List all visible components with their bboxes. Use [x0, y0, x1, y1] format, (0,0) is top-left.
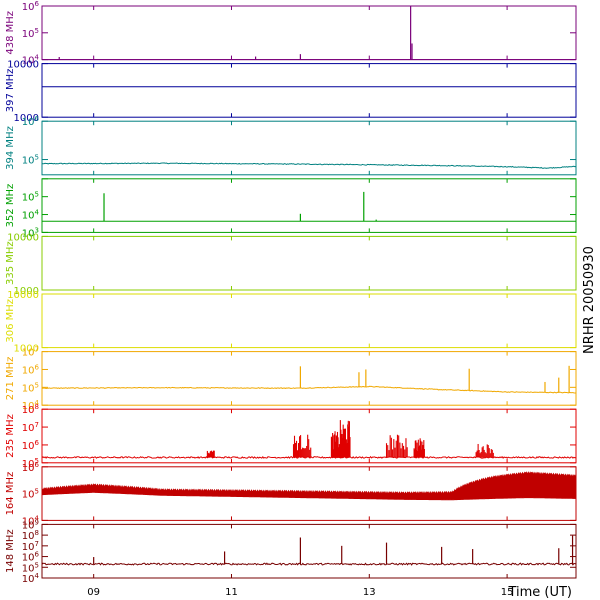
panel-394-mhz: 106 105 394 MHz	[5, 115, 577, 176]
panel-frame	[41, 408, 577, 464]
panel-y-tick-label: 1000	[14, 344, 39, 355]
x-tick-label: 15	[501, 587, 514, 598]
panel-label: 164 MHz	[5, 472, 16, 516]
chart-title: NRHR 20050930	[582, 246, 597, 354]
panel-y-tick-label: 104	[22, 209, 40, 222]
panel-label: 352 MHz	[5, 184, 16, 228]
panel-label: 335 MHz	[5, 241, 16, 285]
panel-y-tick-label: 108	[22, 403, 39, 416]
panel-y-tick-label: 105	[22, 191, 39, 204]
panel-label: 438 MHz	[5, 11, 16, 55]
panel-y-tick-label: 106	[22, 115, 40, 128]
x-tick-label: 11	[225, 587, 238, 598]
panel-y-tick-label: 106	[22, 461, 40, 474]
x-tick-label: 13	[363, 587, 376, 598]
panel-y-tick-label: 107	[22, 346, 39, 359]
panel-y-tick-label: 106	[22, 363, 40, 376]
panel-y-tick-label: 1000	[14, 113, 39, 124]
panel-y-tick-label: 10000	[7, 232, 39, 243]
panel-y-tick-label: 107	[22, 421, 39, 434]
panel-y-tick-label: 104	[22, 572, 40, 585]
panel-frame	[41, 178, 577, 233]
series-line	[41, 562, 577, 566]
series-line	[41, 385, 576, 394]
panel-y-tick-label: 10000	[7, 60, 39, 71]
panel-y-tick-label: 105	[22, 381, 39, 394]
panel-label: 397 MHz	[5, 69, 16, 113]
panel-frame	[41, 523, 577, 579]
panel-frame	[41, 120, 577, 176]
panel-frame	[41, 235, 577, 291]
series-line	[41, 162, 577, 169]
panel-y-tick-label: 106	[22, 0, 40, 13]
panel-label: 235 MHz	[5, 414, 16, 458]
x-axis-label: Time (UT)	[507, 585, 572, 600]
panel-y-tick-label: 105	[22, 27, 39, 40]
panel-frame	[41, 5, 577, 61]
panel-y-tick-label: 106	[22, 439, 40, 452]
panel-y-tick-label: 105	[22, 488, 39, 501]
x-tick-label: 09	[87, 587, 100, 598]
panel-y-tick-label: 10000	[7, 290, 39, 301]
panel-frame	[41, 293, 577, 349]
panel-y-tick-label: 1000	[14, 286, 39, 297]
panel-label: 148 MHz	[5, 529, 16, 573]
x-axis: 09 11 13 15	[87, 587, 513, 598]
panel-label: 271 MHz	[5, 357, 16, 401]
panel-y-tick-label: 105	[22, 154, 39, 167]
panel-label: 306 MHz	[5, 299, 16, 343]
panel-label: 394 MHz	[5, 126, 16, 170]
panel-frame	[41, 351, 577, 406]
panel-frame	[41, 63, 577, 118]
